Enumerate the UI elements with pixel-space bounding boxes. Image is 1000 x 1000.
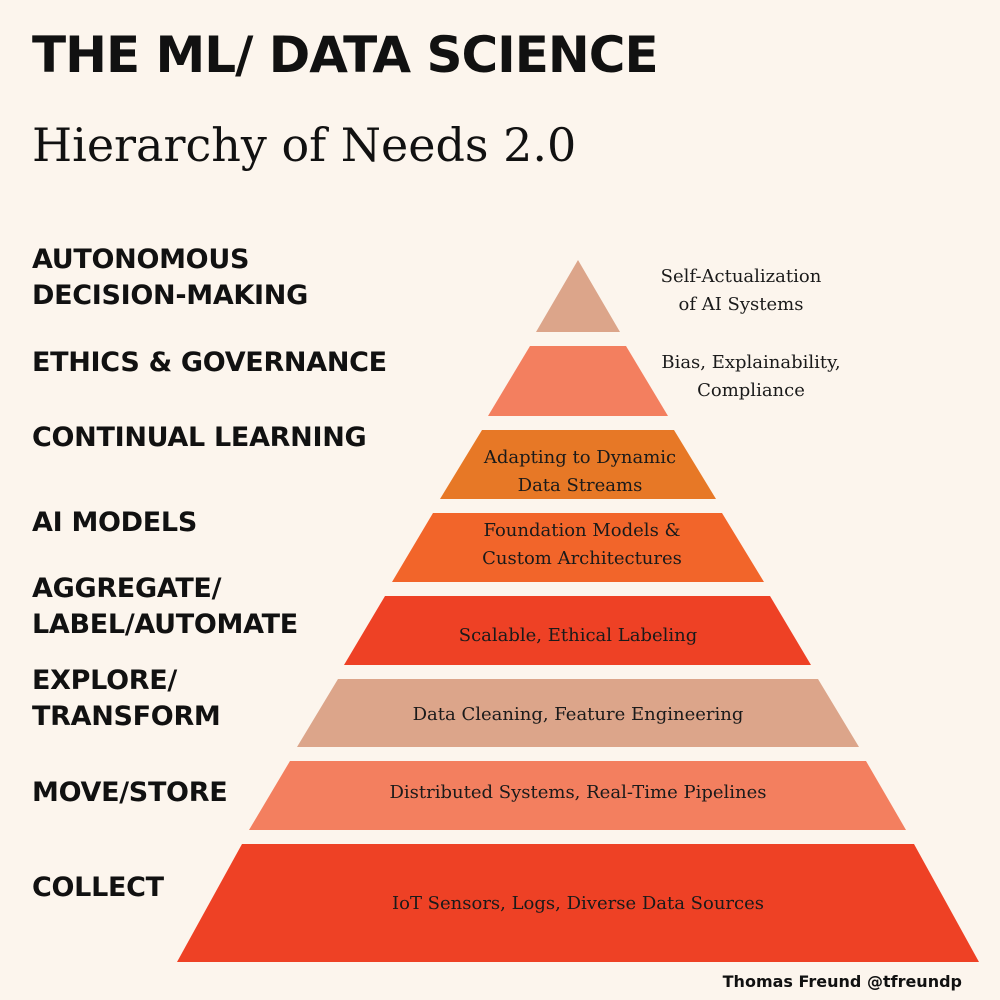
- tier-ethics-governance: [488, 346, 668, 416]
- level-label-ethics-governance: ETHICS & GOVERNANCE: [32, 347, 387, 378]
- tier-move-store: [249, 761, 906, 830]
- tier-continual-learning: [440, 430, 716, 499]
- level-label-collect: COLLECT: [32, 872, 164, 903]
- author-credit: Thomas Freund @tfreundp: [722, 972, 962, 991]
- level-label-autonomous-decision-making: AUTONOMOUS DECISION-MAKING: [32, 244, 308, 311]
- tier-aggregate-label-automate: [344, 596, 811, 665]
- level-desc-bias-explainability: Bias, Explainability, Compliance: [661, 352, 841, 401]
- level-desc-adapting-dynamic: Adapting to Dynamic Data Streams: [483, 447, 677, 496]
- tier-explore-transform: [297, 679, 859, 747]
- level-desc-foundation-models: Foundation Models & Custom Architectures: [482, 520, 682, 569]
- title-main: THE ML/ DATA SCIENCE: [32, 26, 659, 84]
- level-label-ai-models: AI MODELS: [32, 507, 197, 538]
- level-desc-data-cleaning: Data Cleaning, Feature Engineering: [412, 704, 744, 725]
- level-desc-scalable-labeling: Scalable, Ethical Labeling: [458, 625, 698, 646]
- level-desc-distributed-systems: Distributed Systems, Real-Time Pipelines: [389, 782, 767, 803]
- level-desc-self-actualization: Self-Actualization of AI Systems: [660, 266, 822, 315]
- tier-collect: [177, 844, 979, 962]
- level-label-explore-transform: EXPLORE/ TRANSFORM: [32, 665, 221, 732]
- tier-autonomous-decision-making: [536, 260, 620, 332]
- title-subtitle: Hierarchy of Needs 2.0: [32, 118, 577, 172]
- level-label-aggregate-label-automate: AGGREGATE/ LABEL/AUTOMATE: [32, 573, 298, 640]
- tier-ai-models: [392, 513, 764, 582]
- level-label-continual-learning: CONTINUAL LEARNING: [32, 422, 367, 453]
- level-label-move-store: MOVE/STORE: [32, 777, 228, 808]
- level-desc-iot-sensors: IoT Sensors, Logs, Diverse Data Sources: [391, 893, 765, 914]
